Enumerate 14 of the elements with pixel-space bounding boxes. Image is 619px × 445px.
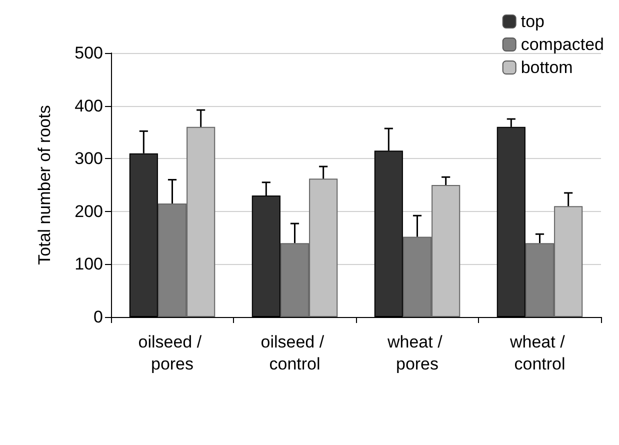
- y-tick-label: 500: [74, 44, 103, 62]
- y-tick-label: 0: [94, 308, 103, 326]
- x-tick-label: oilseed / pores: [138, 332, 206, 374]
- legend-label: top: [520, 12, 544, 31]
- x-tick-label: wheat / pores: [386, 332, 448, 374]
- y-tick-label: 200: [74, 202, 103, 221]
- x-tick-label: oilseed / control: [260, 332, 329, 374]
- y-axis-title: Total number of roots: [35, 105, 54, 265]
- legend-label: bottom: [520, 58, 573, 77]
- y-tick-label: 100: [74, 254, 103, 274]
- legend-label: compacted: [520, 35, 604, 54]
- y-tick-label: 300: [74, 149, 103, 168]
- y-tick-label: 400: [74, 96, 103, 116]
- x-tick-label: wheat / control: [508, 332, 570, 374]
